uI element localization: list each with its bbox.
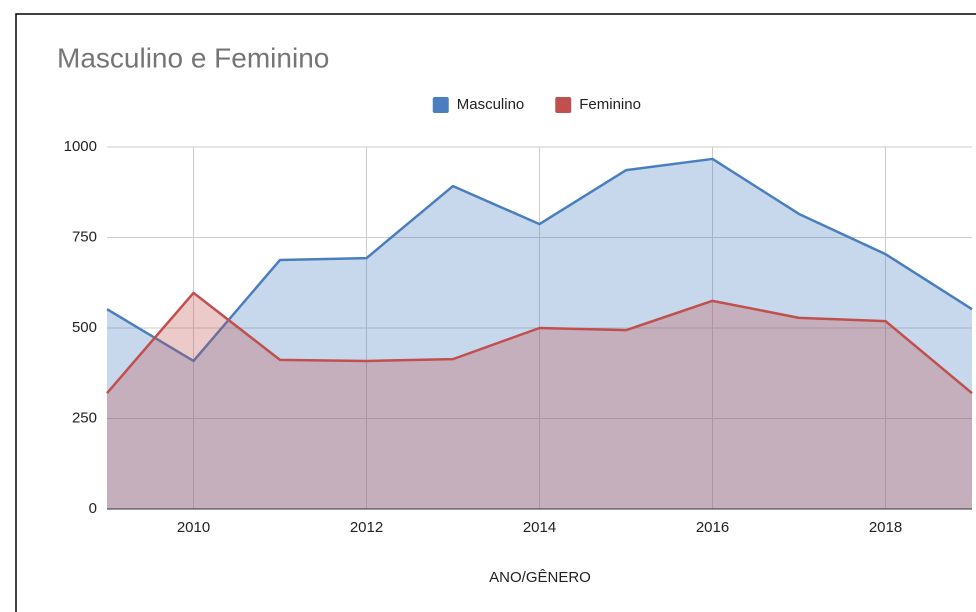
x-tick-label: 2016 <box>696 519 729 536</box>
legend-label: Masculino <box>457 96 525 113</box>
legend-swatch <box>432 97 449 113</box>
y-tick-label: 750 <box>72 228 97 245</box>
legend-label: Feminino <box>579 96 641 113</box>
y-tick-label: 1000 <box>64 138 97 155</box>
x-tick-label: 2014 <box>523 519 556 536</box>
x-tick-label: 2012 <box>350 519 383 536</box>
chart-title: Masculino e Feminino <box>57 42 329 73</box>
area-line <box>106 157 973 363</box>
y-tick-label: 0 <box>89 500 97 517</box>
y-tick-label: 250 <box>72 409 97 426</box>
x-tick-label: 2010 <box>177 519 210 536</box>
area-fill <box>107 292 972 509</box>
y-tick-label: 500 <box>72 319 97 336</box>
area-fill <box>107 158 972 510</box>
legend-swatch <box>555 97 572 113</box>
x-axis-label: ANO/GÊNERO <box>489 569 591 586</box>
area-line <box>106 291 973 395</box>
x-tick-label: 2018 <box>869 519 902 536</box>
